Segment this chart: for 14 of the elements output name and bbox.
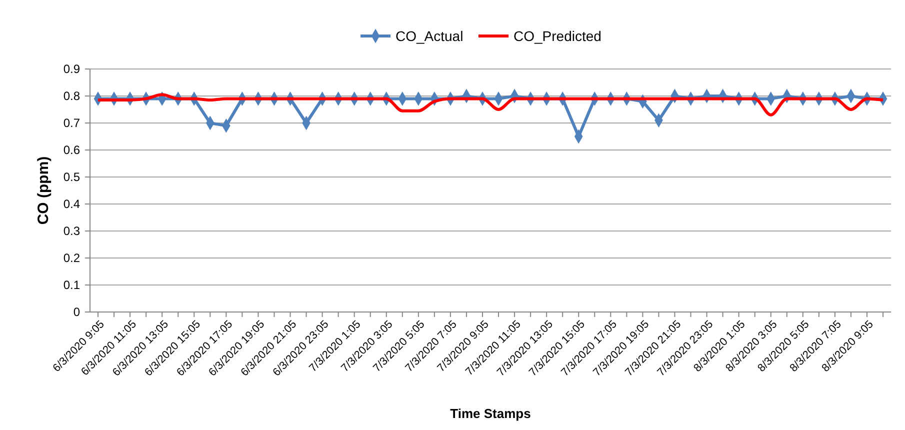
y-tick-label: 0.9 bbox=[63, 62, 80, 76]
y-tick-label: 0.6 bbox=[63, 143, 80, 158]
y-tick-label: 0.3 bbox=[63, 224, 80, 238]
y-tick-label: 0 bbox=[73, 305, 80, 320]
x-axis-title: Time Stamps bbox=[450, 406, 531, 421]
y-tick-label: 0.7 bbox=[63, 116, 80, 130]
y-tick-label: 0.8 bbox=[63, 89, 80, 104]
y-tick-label: 0.5 bbox=[63, 170, 80, 184]
y-tick-label: 0.2 bbox=[63, 251, 80, 266]
legend-label: CO_Actual bbox=[396, 28, 464, 44]
legend-label: CO_Predicted bbox=[514, 28, 602, 44]
y-axis-title: CO (ppm) bbox=[35, 156, 52, 225]
y-tick-label: 0.1 bbox=[63, 278, 80, 292]
y-tick-label: 0.4 bbox=[63, 197, 80, 212]
